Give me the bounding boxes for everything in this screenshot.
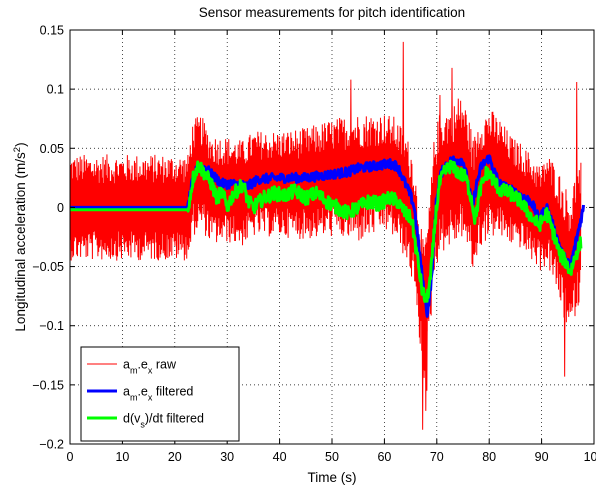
x-tick-label: 90 (535, 450, 549, 464)
x-tick-label: 10 (115, 450, 129, 464)
legend-subscript: x (148, 393, 153, 403)
x-tick-label: 0 (67, 450, 74, 464)
legend-subscript: s (140, 420, 145, 430)
legend-label-raw: am.ex raw (123, 358, 177, 376)
axis-ticks: 0 10 20 30 40 50 60 70 80 90 100 −0.2 −0.15 −0.1 −0.05… (32, 24, 596, 465)
x-tick-label: 50 (325, 450, 339, 464)
legend-text: .e (137, 385, 147, 399)
y-axis-label: Longitudinal acceleration (m/s2) (12, 142, 29, 331)
y-tick-label: 0.15 (40, 24, 64, 38)
legend-text: filtered (152, 385, 193, 399)
y-tick-label: 0.05 (40, 142, 64, 156)
y-tick-label: 0.1 (47, 83, 64, 97)
legend-text: .e (137, 358, 147, 372)
series-layer (69, 41, 586, 430)
y-tick-label: −0.2 (39, 438, 64, 452)
series-line-raw (69, 41, 582, 430)
legend-label-filtered: am.ex filtered (123, 385, 193, 403)
x-tick-label: 30 (220, 450, 234, 464)
legend-text: a (123, 385, 130, 399)
x-axis-label: Time (s) (308, 470, 357, 485)
legend-text: a (123, 358, 130, 372)
y-axis-label-base: Longitudinal acceleration (m/s (13, 152, 28, 332)
legend-subscript: m (130, 393, 138, 403)
legend-text: )/dt filtered (145, 412, 204, 426)
y-tick-label: 0 (57, 201, 64, 215)
y-axis-label-tail: ) (13, 142, 28, 147)
x-tick-label: 60 (377, 450, 391, 464)
x-tick-label: 20 (168, 450, 182, 464)
series-line-derivative (69, 159, 583, 303)
legend-box (80, 346, 240, 442)
y-tick-label: −0.15 (32, 378, 64, 392)
chart-title: Sensor measurements for pitch identifica… (199, 5, 465, 20)
x-tick-label: 100 (584, 450, 596, 464)
legend-subscript: x (148, 366, 153, 376)
x-tick-label: 70 (430, 450, 444, 464)
y-tick-label: −0.1 (39, 319, 64, 333)
x-tick-label: 80 (482, 450, 496, 464)
y-tick-label: −0.05 (32, 260, 64, 274)
legend-subscript: m (130, 366, 138, 376)
legend-label-derivative: d(vs)/dt filtered (123, 412, 204, 430)
legend-text: d(v (123, 412, 141, 426)
y-axis-label-sup: 2 (12, 147, 23, 152)
legend-text: raw (152, 358, 177, 372)
x-tick-label: 40 (273, 450, 287, 464)
